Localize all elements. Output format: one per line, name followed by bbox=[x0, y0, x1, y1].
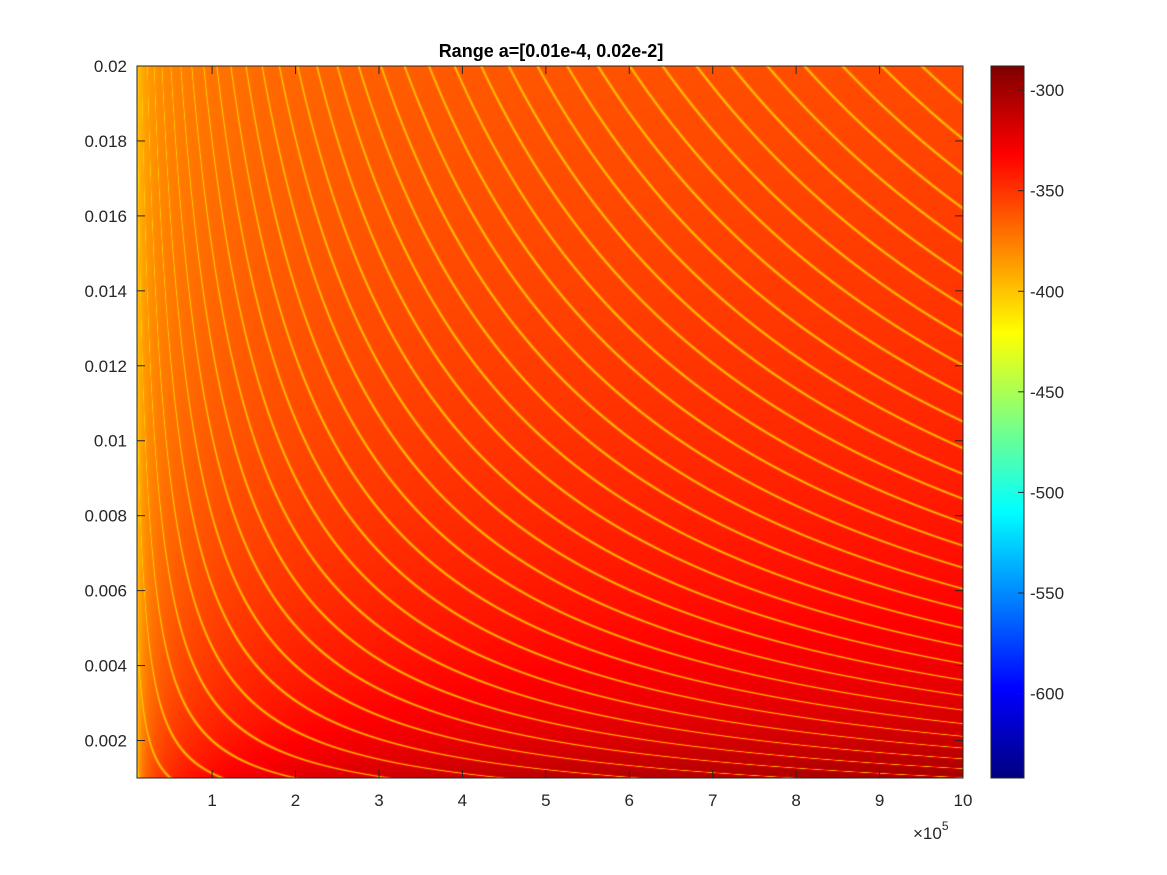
x-tick-label: 9 bbox=[875, 791, 884, 810]
x-tick-label: 6 bbox=[625, 791, 634, 810]
colorbar-tick-label: -400 bbox=[1030, 282, 1064, 301]
x-axis: 1 2 3 4 5 6 7 8 9 10 bbox=[207, 66, 972, 810]
colorbar-tick-label: -500 bbox=[1030, 483, 1064, 502]
x-tick-label: 3 bbox=[374, 791, 383, 810]
x-tick-label: 5 bbox=[541, 791, 550, 810]
colorbar-tick-label: -350 bbox=[1030, 182, 1064, 201]
x-tick-label: 4 bbox=[458, 791, 467, 810]
colorbar-tick-label: -300 bbox=[1030, 81, 1064, 100]
y-tick-label: 0.018 bbox=[84, 132, 127, 151]
x-tick-label: 7 bbox=[708, 791, 717, 810]
y-tick-label: 0.02 bbox=[94, 57, 127, 76]
y-tick-label: 0.002 bbox=[84, 732, 127, 751]
colorbar-tick-label: -450 bbox=[1030, 383, 1064, 402]
plot-area: 1 2 3 4 5 6 7 8 9 10 0.002 0.004 0.006 0.008 0.01 0.01… bbox=[84, 57, 972, 843]
plot-frame bbox=[136, 65, 964, 779]
y-axis: 0.002 0.004 0.006 0.008 0.01 0.012 0.014 0.016 0… bbox=[84, 57, 963, 751]
y-tick-label: 0.014 bbox=[84, 282, 127, 301]
x-exponent-label: ×105 bbox=[913, 819, 949, 843]
colorbar-ticks: -300 -350 -400 -450 -500 -550 -600 bbox=[1018, 81, 1064, 704]
colorbar-gradient bbox=[990, 65, 1025, 779]
chart-title: Range a=[0.01e-4, 0.02e-2] bbox=[439, 41, 664, 61]
x-tick-label: 1 bbox=[207, 791, 216, 810]
y-tick-label: 0.004 bbox=[84, 657, 127, 676]
x-tick-label: 10 bbox=[954, 791, 973, 810]
colorbar: -300 -350 -400 -450 -500 -550 -600 bbox=[990, 65, 1064, 779]
y-tick-label: 0.006 bbox=[84, 582, 127, 601]
y-tick-label: 0.012 bbox=[84, 357, 127, 376]
y-tick-label: 0.008 bbox=[84, 507, 127, 526]
colorbar-tick-label: -600 bbox=[1030, 685, 1064, 704]
y-tick-label: 0.01 bbox=[94, 432, 127, 451]
x-tick-label: 2 bbox=[291, 791, 300, 810]
y-tick-label: 0.016 bbox=[84, 207, 127, 226]
colorbar-tick-label: -550 bbox=[1030, 584, 1064, 603]
heatmap-image bbox=[137, 66, 963, 778]
x-tick-label: 8 bbox=[791, 791, 800, 810]
